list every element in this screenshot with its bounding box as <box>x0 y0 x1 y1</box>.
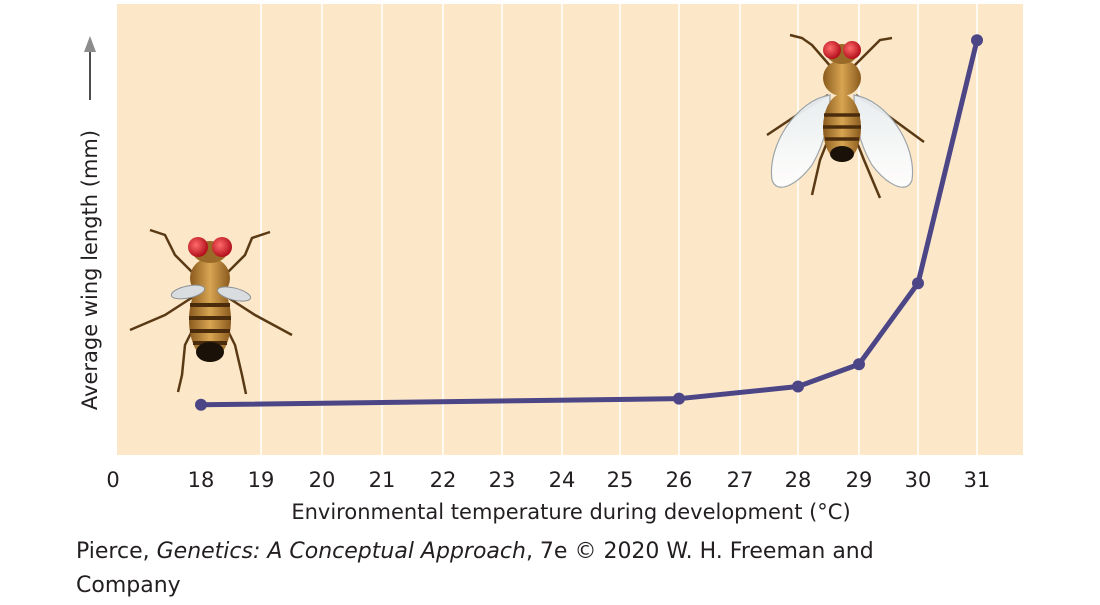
x-tick-label-0: 0 <box>106 468 119 492</box>
x-tick-label-30: 30 <box>905 468 932 492</box>
x-tick-label-29: 29 <box>846 468 873 492</box>
y-axis-title-group: Average wing length (mm) <box>78 130 102 410</box>
data-point-26 <box>673 392 685 405</box>
data-point-28 <box>792 380 804 393</box>
credit-book-title: Genetics: A Conceptual Approach <box>156 539 526 564</box>
x-tick-label-26: 26 <box>666 468 693 492</box>
x-tick-label-21: 21 <box>369 468 396 492</box>
x-tick-label-23: 23 <box>489 468 516 492</box>
x-tick-label-31: 31 <box>964 468 991 492</box>
x-tick-labels: 0 18 19 20 21 22 23 24 25 26 27 28 29 30 31 <box>106 468 990 492</box>
x-tick-label-20: 20 <box>309 468 336 492</box>
x-tick-label-18: 18 <box>188 468 215 492</box>
x-tick-label-19: 19 <box>248 468 275 492</box>
plot-area <box>117 4 1023 455</box>
data-points <box>195 34 983 411</box>
x-tick-label-25: 25 <box>607 468 634 492</box>
y-axis-arrow-icon <box>84 36 96 100</box>
data-point-31 <box>971 34 983 47</box>
x-tick-label-24: 24 <box>549 468 576 492</box>
credit-suffix: , 7e © 2020 W. H. Freeman and Company <box>76 539 874 598</box>
x-tick-label-27: 27 <box>727 468 754 492</box>
credit-prefix: Pierce, <box>76 539 157 564</box>
x-tick-label-22: 22 <box>430 468 457 492</box>
long-winged-fly-illustration <box>766 33 925 199</box>
data-point-29 <box>853 358 865 371</box>
short-winged-fly-illustration <box>129 228 293 395</box>
data-point-30 <box>912 277 924 290</box>
series-line <box>198 37 980 408</box>
data-point-18 <box>195 398 207 411</box>
y-axis-title: Average wing length (mm) <box>78 130 102 410</box>
figure-credit: Pierce, Genetics: A Conceptual Approach,… <box>76 535 976 603</box>
x-tick-label-28: 28 <box>785 468 812 492</box>
x-axis-title: Environmental temperature during develop… <box>291 500 850 524</box>
